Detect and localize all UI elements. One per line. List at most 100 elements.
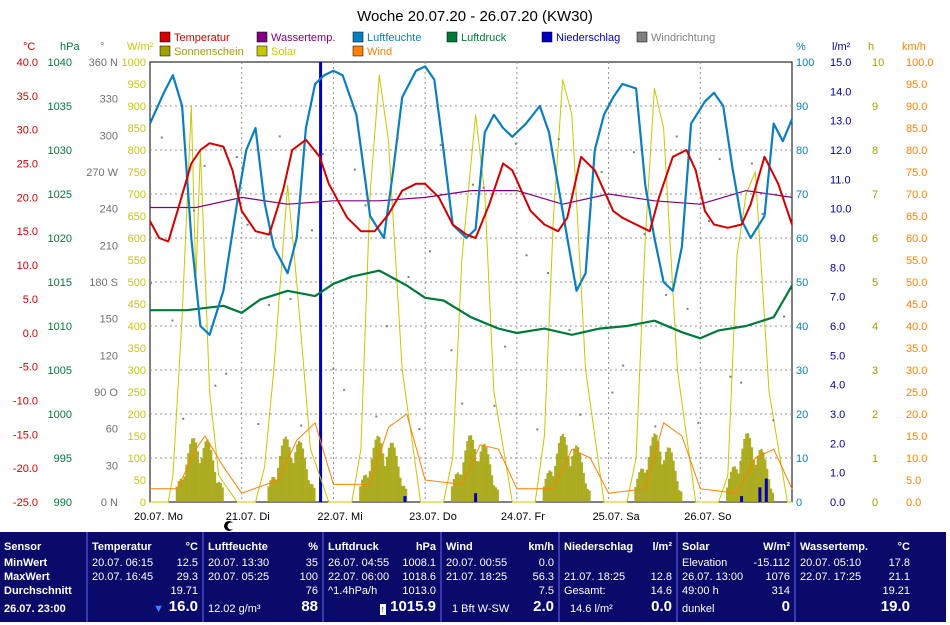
rain-max-time: 21.07. 18:25 xyxy=(564,571,626,583)
sunshine-bar xyxy=(269,480,272,502)
rain-bar xyxy=(403,496,407,502)
axis-tick-label: 550 xyxy=(128,255,146,267)
press-trend: ^1.4hPa/h xyxy=(328,585,378,597)
axis-tick-label: 100.0 xyxy=(906,57,934,69)
legend-swatch xyxy=(352,45,364,57)
wind-direction-dot xyxy=(428,250,431,253)
hum-absolute-note: 12.02 g/m³ xyxy=(208,603,261,615)
axis-tick-label: 1040 xyxy=(48,57,72,69)
avg-label: Durchschnitt xyxy=(4,585,72,597)
wind-direction-dot xyxy=(675,135,678,138)
axis-tick-label: 200 xyxy=(128,409,146,421)
press-max-value: 1018.6 xyxy=(402,571,436,583)
sunshine-bar xyxy=(384,465,387,502)
axis-tick-label: 50.0 xyxy=(906,277,927,289)
sunshine-bar xyxy=(584,483,587,502)
hum-max-time: 20.07. 05:25 xyxy=(208,571,270,583)
water-max-time: 22.07. 17:25 xyxy=(800,571,862,583)
sunshine-bar xyxy=(737,473,740,502)
solar-elevation-value: -15.112 xyxy=(753,557,791,569)
water-unit: °C xyxy=(897,541,910,553)
series-line-solar xyxy=(150,74,792,503)
stats-temperature: Temperatur °C 20.07. 06:15 12.5 20.07. 16:… xyxy=(88,532,204,622)
wind-direction-dot xyxy=(353,168,356,171)
wind-direction-dot xyxy=(278,135,281,138)
hum-avg-value: 76 xyxy=(305,585,318,597)
legend-label: Windrichtung xyxy=(651,32,715,44)
axis-tick-label: 0.0 xyxy=(830,497,845,509)
sunshine-bar xyxy=(196,451,199,502)
axis-tick-label: 25.0 xyxy=(17,159,38,171)
stats-sensor: Sensor MinWert MaxWert Durchschnitt 26.0… xyxy=(0,532,88,622)
wind-direction-dot xyxy=(654,425,657,428)
axis-tick-label: 300 xyxy=(128,365,146,377)
wind-min-time: 20.07. 00:55 xyxy=(446,557,508,569)
weather-chart: Woche 20.07.20 - 26.07.20 (KW30) Temperat… xyxy=(13,8,934,531)
sunshine-bar xyxy=(368,471,371,502)
axis-tick-label: 60 xyxy=(106,424,118,436)
water-header: Wassertemp. xyxy=(800,541,869,553)
sunshine-bar xyxy=(645,469,648,502)
axis-tick-label: 6.0 xyxy=(830,321,845,333)
axis-tick-label: 40 xyxy=(796,321,808,333)
legend-swatch xyxy=(636,31,648,43)
axis-tick-label: 80 xyxy=(796,145,808,157)
legend-swatch xyxy=(446,31,458,43)
wind-direction-dot xyxy=(589,201,592,204)
sunshine-bar xyxy=(752,459,755,502)
sunshine-bar xyxy=(758,450,761,502)
wind-direction-dot xyxy=(225,372,228,375)
sunshine-bar xyxy=(483,443,486,502)
sunshine-bar xyxy=(191,438,194,502)
axis-tick-label: 5.0 xyxy=(906,475,921,487)
axis-tick-label: 600 xyxy=(128,233,146,245)
axis-tick-label: 25.0 xyxy=(906,387,927,399)
sunshine-bar xyxy=(492,485,496,502)
hum-max-value: 100 xyxy=(299,571,318,583)
sunshine-bar xyxy=(668,447,671,502)
min-label: MinWert xyxy=(4,557,48,569)
stats-pressure: Luftdruck hPa 26.07. 04:55 1008.1 22.07. 0… xyxy=(324,532,442,622)
wind-direction-dot xyxy=(364,204,367,207)
axis-tick-label: 75.0 xyxy=(906,167,927,179)
axis-tick-label: 270 W xyxy=(86,167,118,179)
sunshine-bar xyxy=(733,466,736,502)
axis-tick-label: 10 xyxy=(872,57,884,69)
sunshine-bar xyxy=(548,470,551,502)
x-tick-label: 23.07. Do xyxy=(409,511,457,523)
sunshine-bar xyxy=(745,433,748,502)
sunshine-bar xyxy=(401,485,404,502)
sunshine-bar xyxy=(643,472,647,502)
axis-tick-label: 1000 xyxy=(48,409,72,421)
sunshine-bar xyxy=(212,460,215,502)
sunshine-bar xyxy=(298,440,301,502)
axis-tick-label: 1010 xyxy=(48,321,72,333)
sunshine-bar xyxy=(380,443,383,502)
axis-tick-label: 10.0 xyxy=(17,260,38,272)
sunshine-bar xyxy=(213,471,217,502)
sunshine-bar xyxy=(559,436,563,502)
sunshine-bar xyxy=(456,472,459,502)
sunshine-bar xyxy=(760,448,763,502)
sunshine-bar xyxy=(546,473,549,502)
axis-tick-label: 60.0 xyxy=(906,233,927,245)
sunshine-bar xyxy=(578,453,582,502)
wind-direction-dot xyxy=(697,421,700,424)
sunshine-bar xyxy=(750,447,754,502)
axis-tick-label: 0 xyxy=(872,497,878,509)
axis-tick-label: 3 xyxy=(872,365,878,377)
sunshine-bar xyxy=(756,455,759,502)
solar-unit: W/m² xyxy=(763,541,790,553)
temp-min-value: 12.5 xyxy=(176,557,198,569)
wind-direction-dot xyxy=(783,315,786,318)
axis-tick-label: 7 xyxy=(872,189,878,201)
axis-tick-label: 240 xyxy=(100,204,118,216)
axis-tick-label: 8.0 xyxy=(830,262,845,274)
water-max-value: 21.1 xyxy=(888,571,910,583)
sunshine-bar xyxy=(542,486,545,502)
sunshine-bar xyxy=(748,438,752,502)
wind-direction-dot xyxy=(579,413,582,416)
temp-min-time: 20.07. 06:15 xyxy=(92,557,154,569)
stats-solar: Solar W/m² Elevation -15.112 26.07. 13:00 1… xyxy=(678,532,796,622)
wind-direction-dot xyxy=(707,220,710,223)
